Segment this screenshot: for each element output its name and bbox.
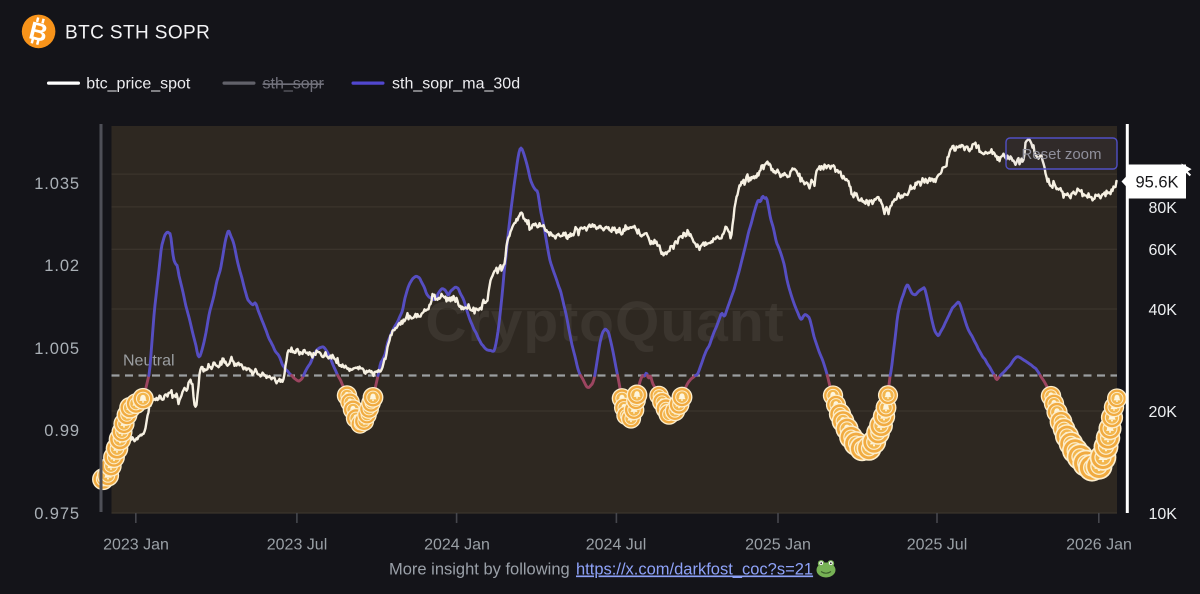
svg-text:btc_price_spot: btc_price_spot <box>86 76 191 93</box>
svg-text:2023 Jan: 2023 Jan <box>103 537 169 554</box>
svg-text:2024 Jul: 2024 Jul <box>586 537 647 554</box>
svg-text:Neutral: Neutral <box>123 353 175 370</box>
svg-text:More insight by following: More insight by following <box>389 561 570 579</box>
svg-text:2025 Jul: 2025 Jul <box>907 537 968 554</box>
svg-text:1.005: 1.005 <box>34 340 80 358</box>
svg-text:sth_sopr_ma_30d: sth_sopr_ma_30d <box>392 76 520 93</box>
svg-text:https://x.com/darkfost_coc?s=2: https://x.com/darkfost_coc?s=21 <box>576 561 813 579</box>
svg-text:2026 Jan: 2026 Jan <box>1066 537 1132 554</box>
svg-text:2025 Jan: 2025 Jan <box>745 537 811 554</box>
svg-text:2024 Jan: 2024 Jan <box>424 537 490 554</box>
svg-text:0.975: 0.975 <box>34 505 80 523</box>
svg-text:40K: 40K <box>1149 302 1178 319</box>
svg-text:BTC STH SOPR: BTC STH SOPR <box>65 23 210 44</box>
svg-text:2023 Jul: 2023 Jul <box>267 537 328 554</box>
svg-text:80K: 80K <box>1149 200 1178 217</box>
svg-text:95.6K: 95.6K <box>1135 173 1178 191</box>
svg-text:0.99: 0.99 <box>44 422 80 440</box>
svg-text:1.02: 1.02 <box>44 257 80 275</box>
svg-text:sth_sopr: sth_sopr <box>263 76 325 93</box>
svg-text:20K: 20K <box>1149 404 1178 421</box>
svg-text:CryptoQuant: CryptoQuant <box>425 290 784 354</box>
svg-text:10K: 10K <box>1149 506 1178 523</box>
svg-text:1.035: 1.035 <box>34 175 80 193</box>
svg-text:Reset zoom: Reset zoom <box>1021 146 1101 163</box>
svg-text:60K: 60K <box>1149 242 1178 259</box>
